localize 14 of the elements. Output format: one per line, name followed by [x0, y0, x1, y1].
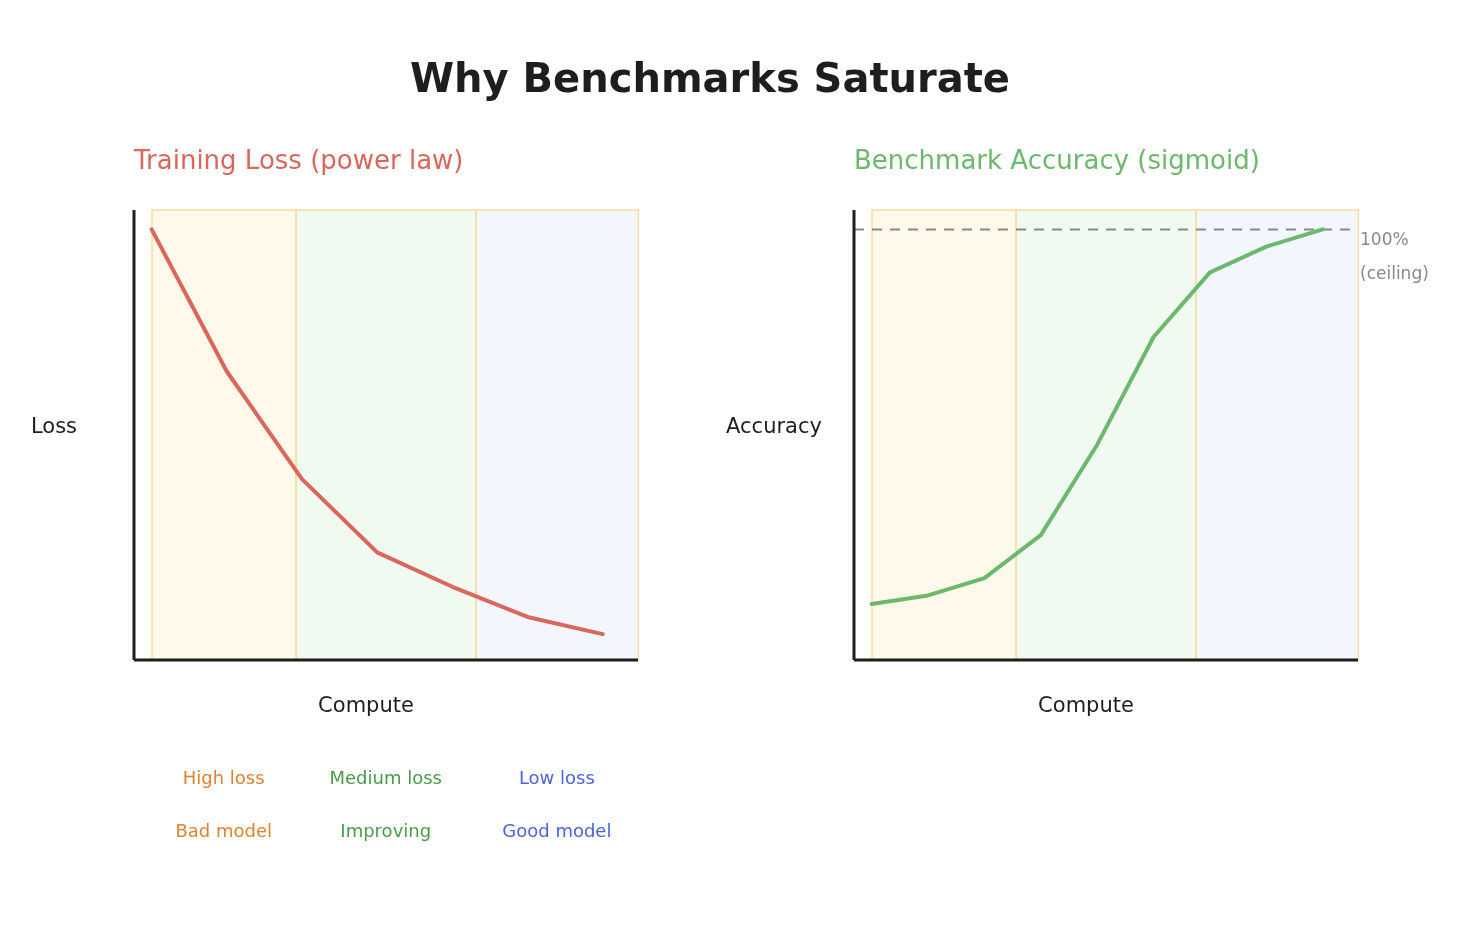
- text: Why Benchmarks Saturate: [410, 55, 1010, 101]
- y-axis-title: Loss: [30, 414, 78, 438]
- y-axis-title: Accuracy: [726, 414, 822, 438]
- text: Medium loss: [329, 767, 442, 788]
- text: High loss: [182, 767, 265, 788]
- text: Improving: [340, 820, 432, 841]
- chart-title: Training Loss (power law): [134, 145, 464, 175]
- x-axis-title: Compute: [1038, 693, 1134, 717]
- text: Low loss: [518, 767, 595, 788]
- chart-title: Benchmark Accuracy (sigmoid): [854, 145, 1260, 175]
- text: Good model: [502, 820, 612, 841]
- x-axis-title: Compute: [318, 693, 414, 717]
- text: Bad model: [175, 820, 272, 841]
- ref-line-label: 100% (ceiling): [1360, 229, 1429, 284]
